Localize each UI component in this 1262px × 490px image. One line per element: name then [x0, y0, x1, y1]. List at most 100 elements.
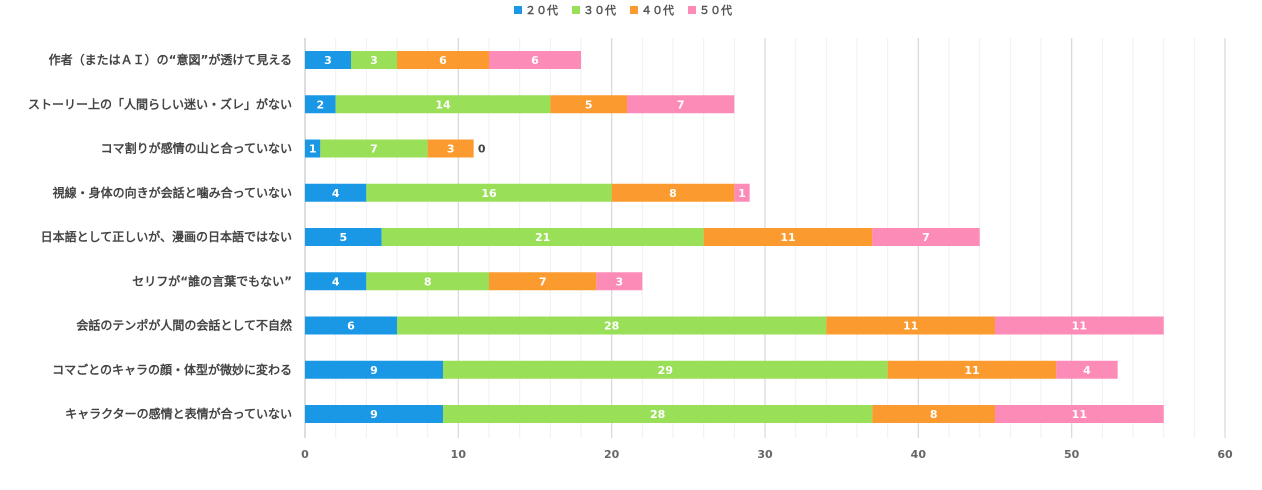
bar-segment	[305, 272, 367, 291]
bar-segment	[397, 51, 489, 69]
legend-label: ２０代	[525, 3, 558, 17]
category-label: 作者（またはＡＩ）の“意図”が透けて見える	[49, 52, 292, 67]
bar-segment	[1056, 360, 1118, 379]
bar-segment	[826, 316, 995, 335]
data-label: 4	[332, 187, 340, 200]
data-label: 6	[439, 54, 447, 67]
data-label: 5	[585, 98, 593, 111]
category-label: 日本語として正しいが、漫画の日本語ではない	[41, 229, 292, 244]
x-tick-label: 60	[1217, 448, 1233, 461]
legend-swatch	[572, 6, 580, 14]
legend-label: ３０代	[583, 3, 616, 17]
bar-segment	[872, 228, 980, 246]
category-label: コマごとのキャラの顔・体型が微妙に変わる	[52, 362, 292, 377]
data-label: 11	[1072, 320, 1087, 333]
data-label: 1	[309, 143, 317, 156]
data-label: 2	[317, 98, 325, 111]
data-label: 29	[658, 364, 673, 377]
legend-label: ５０代	[699, 3, 732, 17]
bar-segment	[320, 139, 428, 158]
x-tick-label: 50	[1064, 448, 1080, 461]
bar-segment	[305, 360, 443, 379]
data-label: 7	[677, 98, 685, 111]
bar-segment	[489, 272, 597, 291]
data-label: 4	[1083, 364, 1091, 377]
bar-segment	[305, 228, 382, 246]
bar-segment	[995, 316, 1164, 335]
bar-segment	[596, 272, 643, 291]
bar-segment	[550, 95, 627, 114]
legend-label: ４０代	[641, 3, 674, 17]
x-tick-label: 0	[301, 448, 309, 461]
bar-segment	[611, 183, 735, 202]
data-label: 28	[650, 408, 665, 421]
bar-segment	[366, 272, 489, 291]
bar-segment	[703, 228, 873, 246]
bar-segment	[427, 139, 474, 158]
bar-segment	[443, 360, 888, 379]
data-label: 6	[531, 54, 539, 67]
data-label: 8	[930, 408, 938, 421]
bar-layer	[305, 51, 1164, 423]
bar-segment	[335, 95, 551, 114]
category-label: ストーリー上の「人間らしい迷い・ズレ」がない	[28, 96, 292, 111]
data-label: 11	[964, 364, 979, 377]
x-tick-label: 40	[911, 448, 927, 461]
data-label: 0	[478, 143, 486, 156]
data-label: 3	[370, 54, 378, 67]
category-label: セリフが“誰の言葉でもない”	[132, 273, 292, 288]
data-label: 9	[370, 364, 378, 377]
data-label: 7	[539, 275, 547, 288]
bar-segment	[305, 139, 321, 158]
data-label: 3	[616, 275, 624, 288]
bar-segment	[734, 183, 750, 202]
bar-segment	[627, 95, 735, 114]
bar-segment	[351, 51, 397, 69]
data-label: 8	[424, 275, 432, 288]
legend-swatch	[514, 6, 522, 14]
data-label: 21	[535, 231, 550, 244]
legend-swatch	[688, 6, 696, 14]
data-label: 7	[922, 231, 930, 244]
category-label: コマ割りが感情の山と合っていない	[101, 141, 292, 156]
legend: ２０代 ３０代 ４０代 ５０代	[514, 3, 732, 17]
data-label: 16	[481, 187, 497, 200]
bar-segment	[887, 360, 1057, 379]
category-label: 視線・身体の向きが会話と噛み合っていない	[52, 185, 292, 200]
bar-segment	[366, 183, 612, 202]
data-label: 9	[370, 408, 378, 421]
x-tick-label: 30	[757, 448, 773, 461]
data-label: 11	[903, 320, 918, 333]
bar-segment	[305, 95, 336, 114]
x-tick-label: 10	[451, 448, 467, 461]
bar-segment	[381, 228, 704, 246]
x-tick-label: 20	[604, 448, 620, 461]
data-label: 8	[669, 187, 677, 200]
data-label: 6	[347, 320, 355, 333]
data-label: 3	[447, 143, 455, 156]
bar-segment	[443, 405, 873, 423]
bar-segment	[872, 405, 995, 423]
category-label: 会話のテンポが人間の会話として不自然	[76, 318, 292, 333]
data-label: 7	[370, 143, 378, 156]
data-label: 5	[340, 231, 348, 244]
data-label: 14	[435, 98, 451, 111]
data-label: 3	[324, 54, 332, 67]
bar-segment	[305, 183, 367, 202]
data-label: 4	[332, 275, 340, 288]
bar-segment	[489, 51, 581, 69]
legend-swatch	[630, 6, 638, 14]
bar-segment	[397, 316, 827, 335]
data-label: 1	[738, 187, 746, 200]
data-label: 11	[1072, 408, 1087, 421]
bar-segment	[995, 405, 1164, 423]
data-label: 11	[780, 231, 795, 244]
bar-segment	[305, 316, 397, 335]
bar-segment	[305, 405, 443, 423]
data-label: 28	[604, 320, 619, 333]
bar-segment	[305, 51, 351, 69]
category-label: キャラクターの感情と表情が合っていない	[65, 406, 292, 421]
